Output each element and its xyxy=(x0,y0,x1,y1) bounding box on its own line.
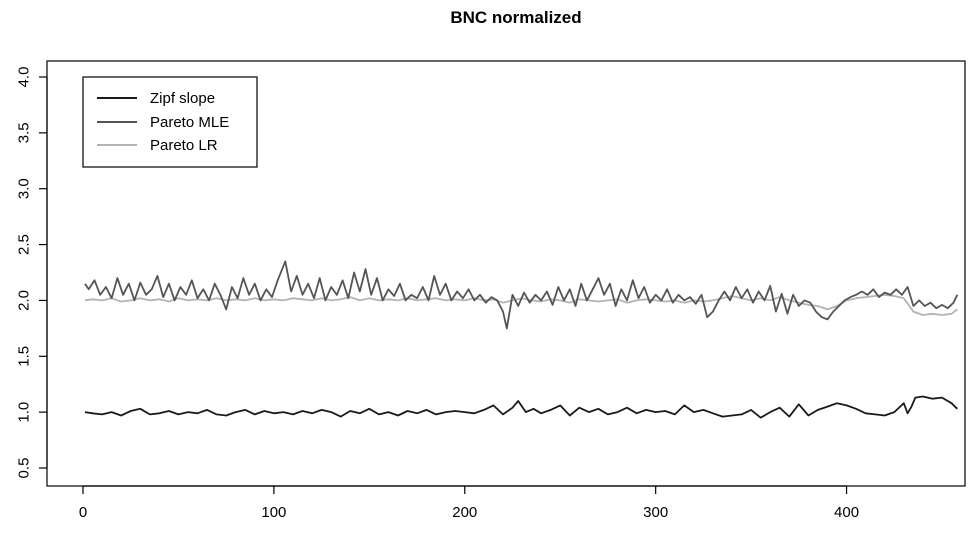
y-axis: 0.5 1.0 1.5 2.0 2.5 3.0 3.5 4.0 xyxy=(16,67,48,479)
legend: Zipf slope Pareto MLE Pareto LR xyxy=(82,76,258,168)
x-tick-label: 400 xyxy=(834,504,859,521)
series-lines xyxy=(84,260,959,419)
y-tick-label: 1.0 xyxy=(16,402,33,423)
legend-label-pareto-mle: Pareto MLE xyxy=(150,114,229,131)
x-tick-label: 0 xyxy=(79,504,87,521)
y-tick-label: 3.0 xyxy=(16,178,33,199)
legend-label-zipf-slope: Zipf slope xyxy=(150,90,215,107)
series-line-pareto-mle xyxy=(84,260,959,330)
x-tick-label: 100 xyxy=(261,504,286,521)
x-axis: 0 100 200 300 400 xyxy=(79,485,859,521)
y-tick-label: 0.5 xyxy=(16,458,33,479)
series-line-zipf-slope xyxy=(84,395,958,419)
x-tick-label: 200 xyxy=(452,504,477,521)
y-tick-label: 3.5 xyxy=(16,122,33,143)
x-tick-label: 300 xyxy=(643,504,668,521)
y-tick-label: 2.0 xyxy=(16,290,33,311)
y-tick-label: 4.0 xyxy=(16,67,33,88)
y-tick-label: 1.5 xyxy=(16,346,33,367)
chart-title: BNC normalized xyxy=(450,8,581,27)
y-tick-label: 2.5 xyxy=(16,234,33,255)
legend-label-pareto-lr: Pareto LR xyxy=(150,137,218,154)
